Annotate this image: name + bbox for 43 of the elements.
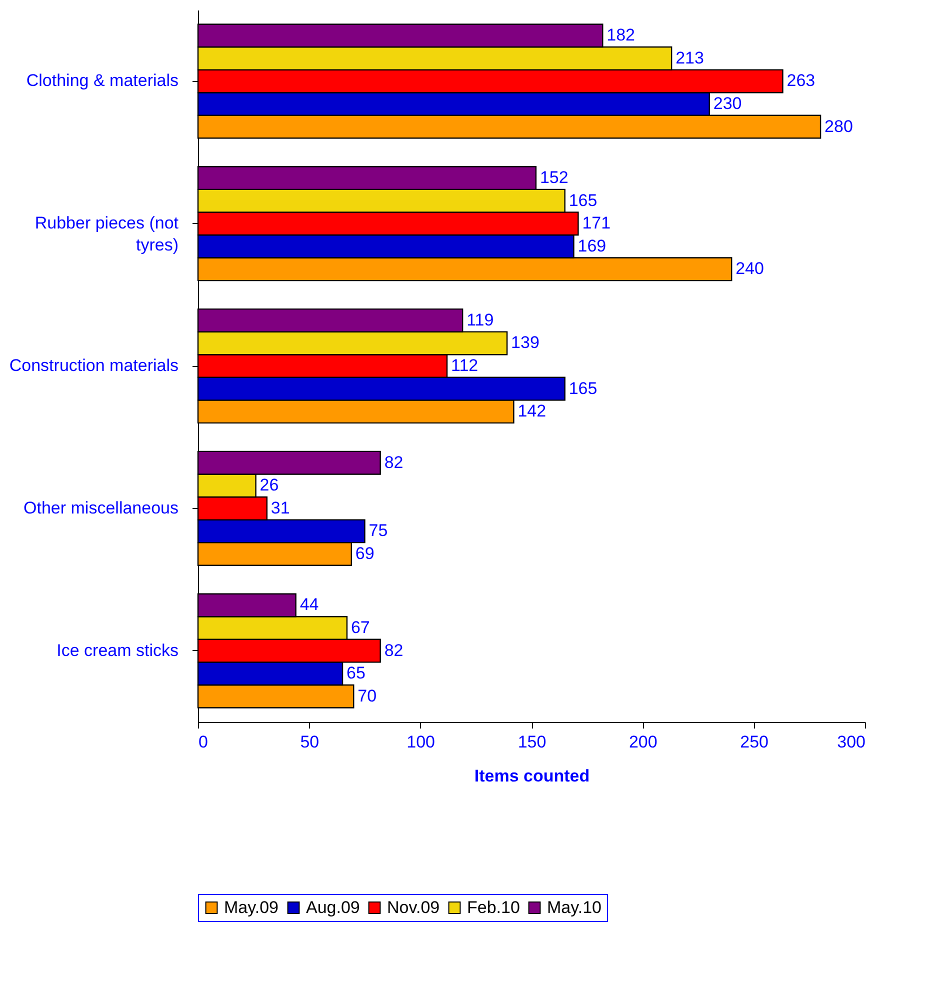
y-tick-label: Clothing & materials (26, 71, 178, 90)
x-tick-label: 300 (837, 732, 866, 752)
data-label: 82 (384, 452, 404, 472)
data-label: 213 (676, 48, 704, 68)
data-label: 142 (518, 402, 546, 421)
data-label: 240 (736, 259, 764, 278)
data-label: 119 (466, 310, 494, 330)
data-label: 165 (568, 378, 598, 398)
x-tick-label: 50 (300, 732, 320, 752)
legend-label: May.09 (224, 898, 278, 917)
legend-label: Nov.09 (387, 898, 440, 917)
data-label: 26 (260, 476, 279, 495)
y-tick-label: Other miscellaneous (24, 498, 178, 518)
y-tick-label: Ice cream sticks (56, 640, 178, 660)
data-label: 182 (606, 26, 636, 45)
x-tick-label: 0 (198, 732, 208, 752)
x-tick-label: 150 (518, 732, 546, 752)
data-label: 230 (713, 94, 742, 113)
data-label: 139 (511, 333, 540, 352)
data-label: 263 (786, 71, 816, 90)
y-tick-label: Rubber pieces (not tyres) (34, 214, 179, 255)
data-label: 75 (368, 521, 388, 540)
x-tick-label: 100 (406, 732, 436, 752)
y-tick-label: Construction materials (9, 356, 178, 375)
data-label: 152 (540, 168, 568, 188)
data-label: 44 (300, 595, 319, 614)
legend-label: May.10 (547, 898, 602, 917)
x-axis-title: Items counted (474, 766, 590, 786)
data-label: 165 (568, 190, 598, 210)
data-label: 112 (451, 356, 478, 375)
data-label: 169 (578, 236, 606, 256)
data-label: 67 (350, 618, 370, 638)
data-label: 280 (824, 116, 853, 136)
x-tick-label: 250 (740, 732, 769, 752)
data-label: 171 (582, 214, 611, 233)
legend-label: Feb.10 (467, 898, 520, 917)
data-label: 82 (384, 640, 404, 660)
data-label: 31 (270, 498, 290, 518)
x-tick-label: 200 (628, 732, 658, 752)
legend-label: Aug.09 (306, 898, 360, 917)
data-label: 69 (355, 544, 374, 563)
data-label: 65 (346, 664, 366, 683)
data-label: 70 (358, 686, 377, 706)
